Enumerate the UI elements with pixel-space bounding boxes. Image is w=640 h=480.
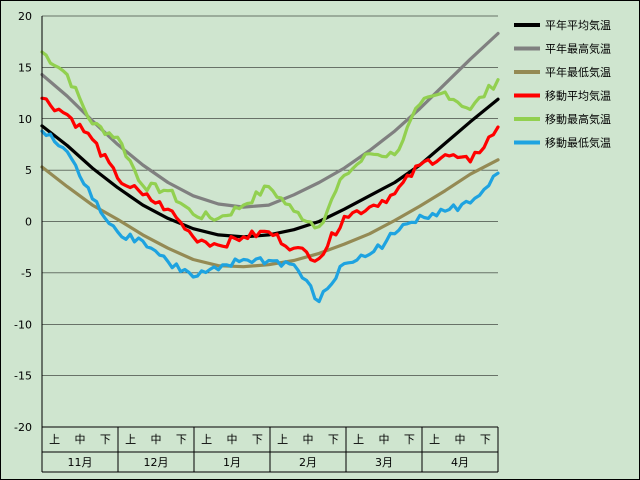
y-tick-label: 15 xyxy=(18,61,32,74)
legend-label-4: 移動最高気温 xyxy=(545,112,611,126)
x-tick-label-third: 下 xyxy=(100,433,111,446)
y-tick-label: 0 xyxy=(25,216,32,229)
series-line-4 xyxy=(40,50,500,230)
x-tick-label-third: 中 xyxy=(151,433,162,446)
legend-label-2: 平年最低気温 xyxy=(545,65,611,79)
axes: -20-15-10-505101520上中下11月上中下12月上中下1月上中下2… xyxy=(14,10,499,473)
x-tick-label-month: 3月 xyxy=(375,456,393,469)
legend-label-3: 移動平均気温 xyxy=(545,89,611,103)
series-line-2 xyxy=(40,158,500,269)
x-tick-label-third: 中 xyxy=(455,433,466,446)
x-tick-label-third: 中 xyxy=(303,433,314,446)
x-tick-label-third: 中 xyxy=(75,433,86,446)
x-tick-label-month: 2月 xyxy=(299,456,317,469)
legend-label-5: 移動最低気温 xyxy=(545,136,611,150)
x-tick-label-month: 11月 xyxy=(68,456,93,469)
x-tick-label-third: 下 xyxy=(480,433,491,446)
x-tick-label-third: 上 xyxy=(277,433,288,446)
x-tick-label-month: 1月 xyxy=(223,456,241,469)
x-tick-label-third: 中 xyxy=(227,433,238,446)
y-tick-label: -20 xyxy=(14,421,32,434)
series-line-0 xyxy=(40,31,500,209)
x-tick-label-third: 上 xyxy=(201,433,212,446)
x-tick-label-month: 12月 xyxy=(144,456,169,469)
x-tick-label-month: 4月 xyxy=(451,456,469,469)
x-tick-label-third: 上 xyxy=(125,433,136,446)
y-tick-label: 10 xyxy=(18,113,32,126)
series-lines xyxy=(40,31,500,304)
x-tick-label-third: 下 xyxy=(252,433,263,446)
x-tick-label-third: 下 xyxy=(328,433,339,446)
x-tick-label-third: 上 xyxy=(429,433,440,446)
y-tick-label: 20 xyxy=(18,10,32,23)
x-tick-label-third: 中 xyxy=(379,433,390,446)
y-tick-label: -5 xyxy=(21,267,32,280)
legend-label-0: 平年最高気温 xyxy=(545,42,611,56)
x-tick-label-third: 下 xyxy=(404,433,415,446)
x-tick-label-third: 上 xyxy=(353,433,364,446)
y-tick-label: -15 xyxy=(14,370,32,383)
y-tick-label: 5 xyxy=(25,164,32,177)
series-line-3 xyxy=(40,96,500,263)
x-tick-label-third: 下 xyxy=(176,433,187,446)
y-tick-label: -10 xyxy=(14,318,32,331)
x-tick-label-third: 上 xyxy=(49,433,60,446)
series-line-5 xyxy=(40,129,500,304)
legend-label-1: 平年平均気温 xyxy=(545,18,611,32)
